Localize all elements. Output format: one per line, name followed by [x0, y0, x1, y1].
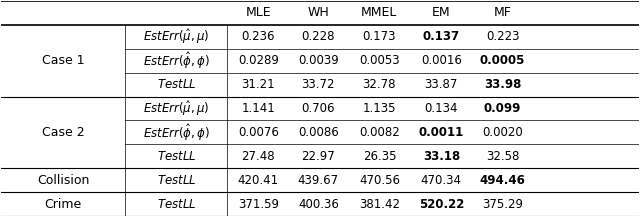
Text: 0.228: 0.228 [301, 30, 335, 43]
Text: 31.21: 31.21 [241, 78, 275, 91]
Text: $\mathit{EstErr}(\hat{\mu}, \mu)$: $\mathit{EstErr}(\hat{\mu}, \mu)$ [143, 27, 209, 46]
Text: 375.29: 375.29 [482, 198, 523, 211]
Text: 0.0011: 0.0011 [419, 126, 464, 139]
Text: 0.706: 0.706 [301, 102, 335, 115]
Text: 0.0053: 0.0053 [359, 54, 400, 67]
Text: 26.35: 26.35 [363, 150, 396, 163]
Text: 32.58: 32.58 [486, 150, 519, 163]
Text: $\mathit{EstErr}(\hat{\mu}, \mu)$: $\mathit{EstErr}(\hat{\mu}, \mu)$ [143, 99, 209, 118]
Text: $\mathit{TestLL}$: $\mathit{TestLL}$ [157, 174, 196, 187]
Text: 0.134: 0.134 [424, 102, 458, 115]
Text: 0.0039: 0.0039 [298, 54, 339, 67]
Text: WH: WH [308, 6, 329, 19]
Text: 400.36: 400.36 [298, 198, 339, 211]
Text: 494.46: 494.46 [480, 174, 525, 187]
Text: 0.0082: 0.0082 [359, 126, 400, 139]
Text: 470.34: 470.34 [421, 174, 462, 187]
Text: MF: MF [493, 6, 511, 19]
Text: 27.48: 27.48 [241, 150, 275, 163]
Text: 381.42: 381.42 [359, 198, 400, 211]
Text: 0.0289: 0.0289 [238, 54, 279, 67]
Text: MLE: MLE [246, 6, 271, 19]
Text: $\mathit{EstErr}(\hat{\phi}, \phi)$: $\mathit{EstErr}(\hat{\phi}, \phi)$ [143, 122, 210, 143]
Text: 0.137: 0.137 [423, 30, 460, 43]
Text: Crime: Crime [44, 198, 81, 211]
Text: 520.22: 520.22 [419, 198, 464, 211]
Text: 0.223: 0.223 [486, 30, 520, 43]
Text: Collision: Collision [36, 174, 89, 187]
Text: 33.98: 33.98 [484, 78, 522, 91]
Text: 1.135: 1.135 [363, 102, 396, 115]
Text: 0.0020: 0.0020 [483, 126, 523, 139]
Text: 420.41: 420.41 [238, 174, 279, 187]
Text: Case 1: Case 1 [42, 54, 84, 67]
Text: 0.0016: 0.0016 [421, 54, 462, 67]
Text: 0.0086: 0.0086 [298, 126, 339, 139]
Text: 22.97: 22.97 [301, 150, 335, 163]
Text: 0.173: 0.173 [363, 30, 396, 43]
Text: $\mathit{TestLL}$: $\mathit{TestLL}$ [157, 150, 196, 163]
Text: 0.099: 0.099 [484, 102, 522, 115]
Text: 439.67: 439.67 [298, 174, 339, 187]
Text: 0.0005: 0.0005 [480, 54, 525, 67]
Text: 32.78: 32.78 [363, 78, 396, 91]
Text: 33.18: 33.18 [422, 150, 460, 163]
Text: 371.59: 371.59 [238, 198, 279, 211]
Text: MMEL: MMEL [361, 6, 397, 19]
Text: $\mathit{TestLL}$: $\mathit{TestLL}$ [157, 198, 196, 211]
Text: 0.0076: 0.0076 [238, 126, 279, 139]
Text: 33.72: 33.72 [301, 78, 335, 91]
Text: $\mathit{TestLL}$: $\mathit{TestLL}$ [157, 78, 196, 91]
Text: $\mathit{EstErr}(\hat{\phi}, \phi)$: $\mathit{EstErr}(\hat{\phi}, \phi)$ [143, 50, 210, 71]
Text: Case 2: Case 2 [42, 126, 84, 139]
Text: 0.236: 0.236 [242, 30, 275, 43]
Text: 33.87: 33.87 [425, 78, 458, 91]
Text: 470.56: 470.56 [359, 174, 400, 187]
Text: EM: EM [432, 6, 451, 19]
Text: 1.141: 1.141 [241, 102, 275, 115]
